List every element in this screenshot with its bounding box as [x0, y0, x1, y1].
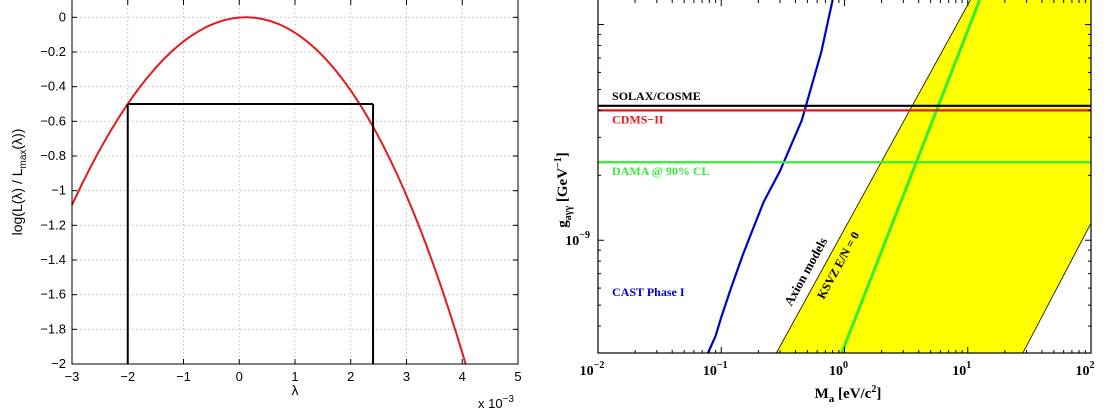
left-x-tick-label: 4	[459, 369, 466, 384]
left-x-tick-label: −2	[120, 369, 135, 384]
right-x-tick-label: 102	[1076, 360, 1095, 379]
left-x-tick-label: 1	[291, 369, 298, 384]
left-y-label-main: log(L(λ) / L	[9, 168, 25, 235]
right-x-tick-label: 100	[829, 360, 848, 379]
left-x-exponent-base: x 10	[478, 396, 503, 411]
right-y-label-tail: [GeV	[555, 168, 571, 206]
axion-band	[776, 0, 1091, 353]
right-y-label-main: g	[555, 220, 571, 228]
axion-band-right-edge	[1022, 222, 1091, 353]
right-x-label-sup: 2	[871, 384, 876, 395]
left-axes-box	[71, 0, 519, 365]
left-y-tick-label: −1	[51, 183, 66, 198]
left-y-label-tail: (λ))	[9, 129, 25, 150]
left-y-tick-label: −0.4	[40, 79, 66, 94]
right-x-tick-label: 10−1	[703, 360, 728, 379]
likelihood-chart: −3 −2 −1 0 1 2 3 4 50−0.2−0.4−0.6−0.8−1−1.2−1.4−…	[9, 0, 522, 411]
left-y-tick-label: −0.2	[40, 44, 66, 59]
ksvz-line	[840, 0, 982, 353]
series-label-3: DAMA @ 90% CL	[612, 164, 710, 178]
left-y-tick-label: −1.2	[40, 217, 66, 232]
left-y-axis-label: log(L(λ) / Lmax(λ))	[9, 129, 29, 236]
right-y-axis-label: gaγγ [GeV−1]	[553, 152, 574, 227]
left-y-label-sub: max	[18, 150, 29, 169]
series-label-0: CAST Phase I	[612, 285, 685, 299]
series-label-2: CDMS−II	[612, 112, 664, 126]
left-y-tick-label: 0	[59, 9, 66, 24]
right-axes-box	[597, 0, 1092, 354]
likelihood-curve	[71, 16, 467, 365]
series-label-1: SOLAX/COSME	[612, 89, 701, 103]
cast-limit-curve	[706, 0, 834, 353]
left-y-tick-label: −1.8	[40, 321, 66, 336]
left-y-tick-label: −0.6	[40, 113, 66, 128]
left-y-tick-label: −0.8	[40, 148, 66, 163]
right-y-label-sub: aγγ	[563, 206, 574, 221]
right-x-label-tail: [eV/c	[834, 386, 871, 402]
right-y-label-sup: −1	[553, 157, 564, 168]
axion-band-left-edge	[776, 0, 971, 353]
right-x-axis-label: Ma [eV/c2]	[815, 384, 882, 405]
left-x-tick-label: 2	[347, 369, 354, 384]
left-x-axis-label: λ	[292, 382, 299, 398]
left-x-tick-label: 5	[514, 369, 521, 384]
right-x-label-main: M	[815, 386, 829, 402]
left-y-tick-label: −1.6	[40, 287, 66, 302]
axion-exclusion-chart: CAST Phase I SOLAX/COSME CDMS−II DAMA @ 90%…	[553, 0, 1095, 405]
left-y-tick-label: −1.4	[40, 252, 66, 267]
right-y-tick-label: 10−9	[565, 230, 590, 249]
right-x-tick-label: 101	[952, 360, 971, 379]
left-x-exponent-power: −3	[503, 394, 515, 405]
right-x-label-sub: a	[829, 393, 835, 405]
right-x-tick-label: 10−2	[580, 360, 605, 379]
right-x-label-end: ]	[876, 386, 881, 402]
left-x-tick-label: −3	[65, 369, 80, 384]
left-x-tick-label: 0	[236, 369, 243, 384]
left-x-exponent: x 10−3	[478, 394, 514, 411]
left-y-tick-label: −2	[51, 356, 66, 371]
left-x-tick-label: −1	[176, 369, 191, 384]
right-y-label-end: ]	[555, 152, 571, 157]
left-x-tick-label: 3	[403, 369, 410, 384]
